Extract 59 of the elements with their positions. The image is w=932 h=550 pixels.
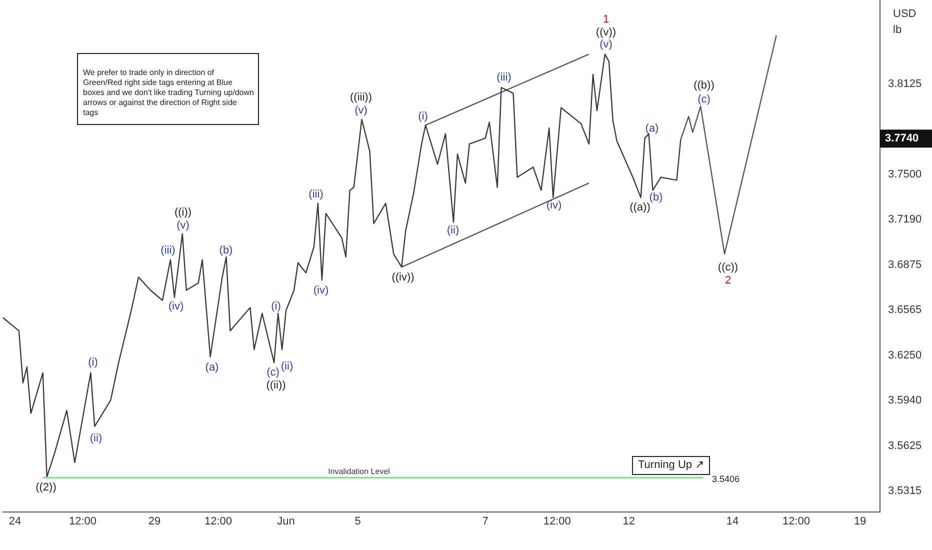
annotation: (i) <box>88 356 98 369</box>
x-tick-label: Jun <box>277 515 295 528</box>
x-tick-label: 14 <box>726 515 739 528</box>
annotation: (c) <box>266 366 280 379</box>
text-box: Turning Up ↗ <box>632 456 710 475</box>
annotation: (iv) <box>168 300 184 313</box>
y-tick-label: 3.6250 <box>888 349 922 362</box>
annotation: (iii) <box>160 244 176 257</box>
annotation: (ii) <box>280 360 294 373</box>
y-axis-title: USD lb <box>893 7 918 38</box>
annotation: (iii) <box>308 188 324 201</box>
annotation: (c) <box>698 94 710 106</box>
annotation: (i) <box>418 110 428 123</box>
y-tick-label: 3.5315 <box>888 484 922 497</box>
annotation: (v) <box>176 220 190 232</box>
annotation: ((b)) <box>694 80 714 92</box>
annotation: ((c)) <box>718 262 738 274</box>
annotation: ((iv)) <box>392 272 414 284</box>
y-tick-label: 3.5940 <box>888 394 922 406</box>
annotation: (a) <box>645 122 659 135</box>
ref-line-label: Invalidation Level <box>328 466 390 476</box>
annotation: 1 <box>602 14 610 26</box>
annotation: (v) <box>354 104 368 117</box>
x-tick-label: 19 <box>854 515 866 528</box>
annotation: ((ii)) <box>266 380 286 392</box>
annotation: ((a)) <box>630 202 650 214</box>
text-box: We prefer to trade only in direction of Green/Red right side tags entering at Blue boxes and we don't like trading Turning up/down arrows or against the direction of Right side tags <box>77 53 259 125</box>
annotation: ((2)) <box>36 482 56 494</box>
y-tick-label: 3.7190 <box>888 213 922 226</box>
y-tick-label: 3.6565 <box>888 304 922 316</box>
x-tick-label: 24 <box>8 515 22 528</box>
annotation: (iv) <box>546 200 562 212</box>
annotation: (i) <box>271 300 281 313</box>
x-tick-label: 12:00 <box>204 515 232 528</box>
annotation: (a) <box>205 362 219 374</box>
y-tick-label: 3.6875 <box>888 258 922 271</box>
annotation: ((v)) <box>596 26 616 39</box>
x-tick-label: 12:00 <box>782 515 810 528</box>
annotation: ((i)) <box>174 206 192 219</box>
annotation: ((iii)) <box>350 92 372 104</box>
x-tick-label: 12:00 <box>543 515 571 528</box>
annotation: (iii) <box>496 72 512 84</box>
y-tick-label: 3.8125 <box>888 78 922 90</box>
y-tick-label: 3.7500 <box>888 168 922 180</box>
x-tick-label: 29 <box>148 515 161 528</box>
x-tick-label: 12 <box>622 515 635 528</box>
x-tick-label: 12:00 <box>68 515 96 528</box>
annotation: (v) <box>600 38 612 51</box>
annotation: 2 <box>724 274 732 287</box>
annotation: (b) <box>219 244 233 257</box>
annotation: (b) <box>649 192 663 204</box>
annotation: (ii) <box>446 224 460 237</box>
y-tick-label: 3.5625 <box>888 440 922 452</box>
annotation: (ii) <box>90 432 102 445</box>
annotation: 3.5406 <box>712 474 740 484</box>
text: 3.7740 <box>885 132 919 145</box>
annotation: (iv) <box>313 284 329 297</box>
x-tick-label: 7 <box>482 515 488 528</box>
x-tick-label: 5 <box>354 515 361 528</box>
